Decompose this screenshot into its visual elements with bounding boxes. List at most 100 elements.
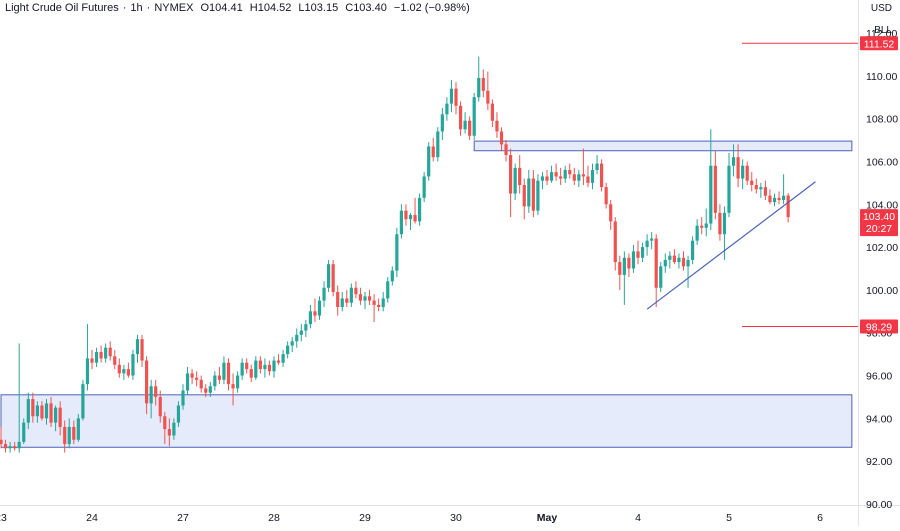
candle-body[interactable] (145, 360, 149, 404)
candle-body[interactable] (504, 144, 508, 156)
candle-body[interactable] (522, 184, 526, 207)
candle-body[interactable] (677, 257, 681, 263)
candle-body[interactable] (691, 240, 695, 260)
candle-body[interactable] (317, 300, 322, 316)
candle-body[interactable] (399, 210, 403, 235)
candle-body[interactable] (163, 416, 167, 430)
candle-body[interactable] (686, 259, 690, 267)
candle-body[interactable] (463, 120, 467, 130)
candle-body[interactable] (245, 362, 249, 370)
candle-body[interactable] (308, 311, 312, 325)
candle-body[interactable] (258, 360, 262, 370)
candle-body[interactable] (759, 187, 763, 190)
candle-body[interactable] (94, 351, 99, 363)
candle-body[interactable] (772, 197, 777, 203)
candle-body[interactable] (104, 347, 108, 359)
candle-body[interactable] (536, 180, 540, 211)
candle-body[interactable] (436, 131, 440, 158)
candle-body[interactable] (367, 296, 372, 301)
candle-body[interactable] (449, 88, 454, 104)
candle-body[interactable] (276, 360, 281, 363)
candle-body[interactable] (363, 296, 367, 301)
resistance-zone[interactable] (473, 140, 853, 152)
candle-body[interactable] (3, 444, 8, 449)
candle-body[interactable] (195, 377, 199, 380)
candle-body[interactable] (663, 259, 667, 267)
candle-body[interactable] (390, 270, 394, 282)
candle-body[interactable] (226, 362, 231, 385)
candle-body[interactable] (577, 174, 581, 181)
candle-body[interactable] (750, 180, 754, 185)
candle-body[interactable] (113, 356, 117, 365)
candle-body[interactable] (263, 364, 267, 370)
candle-body[interactable] (236, 375, 240, 389)
candle-body[interactable] (313, 311, 317, 316)
candle-body[interactable] (81, 384, 85, 419)
candle-body[interactable] (31, 399, 35, 417)
candle-body[interactable] (249, 369, 253, 378)
candle-body[interactable] (782, 195, 786, 200)
candle-body[interactable] (472, 97, 476, 136)
candle-body[interactable] (477, 77, 481, 98)
candle-body[interactable] (126, 369, 130, 376)
candle-body[interactable] (640, 247, 645, 258)
candle-body[interactable] (322, 287, 326, 301)
candle-body[interactable] (763, 187, 767, 196)
candle-body[interactable] (76, 418, 80, 440)
candle-body[interactable] (386, 281, 390, 299)
candle-body[interactable] (172, 422, 176, 436)
candle-body[interactable] (349, 287, 353, 303)
ascending-trendline[interactable] (646, 181, 816, 310)
currency-button[interactable]: USD (870, 3, 892, 14)
candle-body[interactable] (440, 114, 444, 132)
candle-body[interactable] (413, 214, 417, 222)
candle-body[interactable] (381, 298, 385, 308)
candle-body[interactable] (340, 298, 344, 308)
candle-body[interactable] (768, 195, 772, 203)
candle-body[interactable] (17, 441, 21, 449)
candle-body[interactable] (568, 170, 572, 175)
candle-body[interactable] (736, 157, 740, 179)
candle-body[interactable] (0, 439, 3, 445)
candle-body[interactable] (131, 354, 135, 376)
unit-button[interactable]: BLL (874, 25, 892, 36)
candle-body[interactable] (422, 176, 426, 198)
candle-body[interactable] (609, 204, 613, 222)
candle-body[interactable] (654, 238, 658, 288)
candle-body[interactable] (722, 212, 727, 235)
candle-body[interactable] (404, 210, 408, 220)
candle-body[interactable] (650, 238, 654, 241)
candle-body[interactable] (563, 170, 567, 179)
candle-body[interactable] (154, 386, 158, 397)
candle-body[interactable] (595, 163, 599, 171)
candle-body[interactable] (217, 375, 221, 380)
candle-body[interactable] (600, 163, 604, 188)
support-price-tag[interactable] (860, 319, 898, 334)
candle-body[interactable] (659, 266, 663, 288)
candle-body[interactable] (645, 240, 649, 248)
candle-body[interactable] (636, 251, 640, 258)
candle-body[interactable] (63, 426, 67, 445)
candle-body[interactable] (254, 360, 258, 378)
candle-body[interactable] (85, 358, 90, 385)
candle-body[interactable] (731, 157, 736, 166)
candle-body[interactable] (35, 405, 39, 417)
candle-body[interactable] (158, 396, 162, 417)
candle-body[interactable] (327, 264, 331, 288)
candle-body[interactable] (331, 264, 335, 293)
candle-body[interactable] (531, 178, 535, 211)
candle-body[interactable] (213, 375, 217, 387)
candle-body[interactable] (49, 403, 53, 423)
candle-body[interactable] (627, 257, 631, 269)
support-zone[interactable] (0, 394, 853, 448)
candle-body[interactable] (304, 324, 308, 331)
candle-body[interactable] (622, 257, 626, 275)
candle-body[interactable] (499, 131, 504, 145)
candle-body[interactable] (554, 172, 558, 177)
candle-body[interactable] (418, 197, 422, 222)
symbol-name[interactable]: Light Crude Oil Futures (5, 2, 119, 14)
candle-body[interactable] (44, 403, 49, 419)
candle-body[interactable] (741, 165, 745, 179)
candle-body[interactable] (72, 426, 76, 440)
candle-body[interactable] (590, 170, 595, 183)
